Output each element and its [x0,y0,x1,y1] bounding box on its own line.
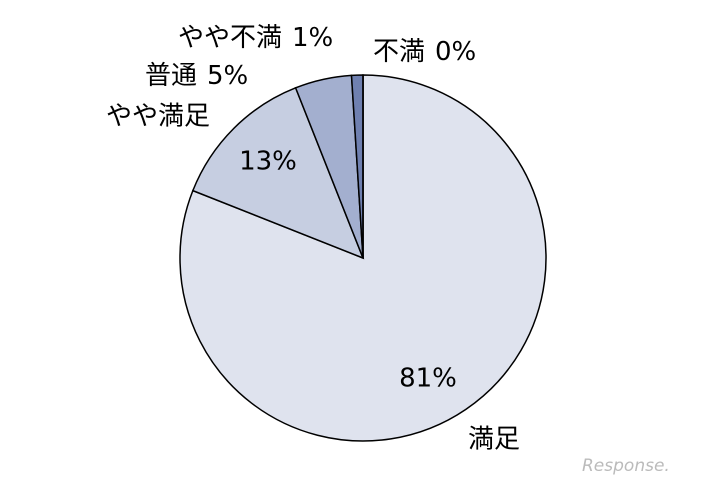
category-label: 普通 [145,61,197,91]
value-label: 13% [239,147,297,177]
value-label: 0% [435,37,476,67]
pie-slice [179,74,547,442]
value-label: 5% [207,61,248,91]
slice-label: やや不満 1% [178,23,333,53]
pie-slice [191,86,365,260]
watermark: Response. [582,456,670,476]
category-label: 不満 [373,37,425,67]
slice-label: 普通 5% [145,61,248,91]
value-label: 1% [292,23,333,53]
category-label: 満足 [468,425,520,455]
category-label: やや不満 [178,23,282,53]
slice-label: 不満 0% [373,37,476,67]
value-label: 81% [399,364,457,394]
category-label: やや満足 [106,102,210,132]
